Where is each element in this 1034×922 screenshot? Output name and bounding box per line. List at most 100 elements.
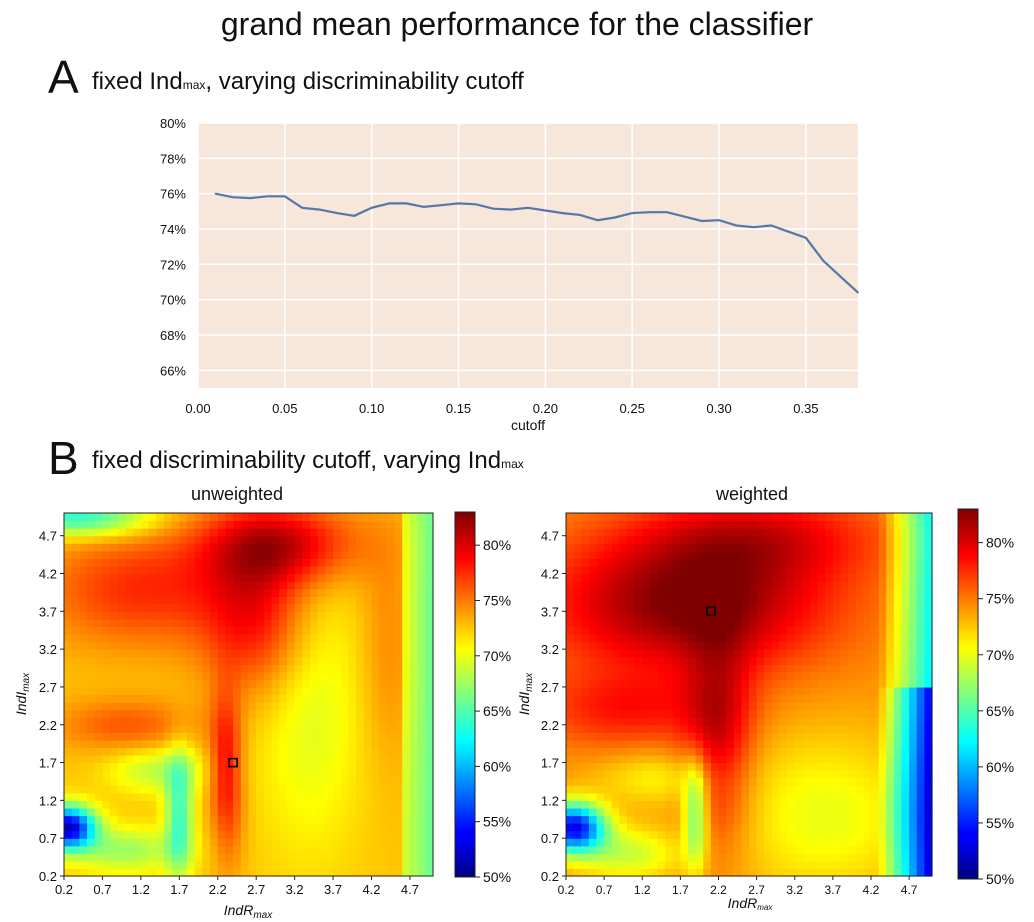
heatmap-cell bbox=[310, 770, 319, 779]
heatmap-cell bbox=[832, 588, 842, 597]
heatmap-cell bbox=[909, 747, 918, 756]
heatmap-cell bbox=[596, 634, 605, 643]
heatmap-cell bbox=[79, 664, 88, 673]
heatmap-cell bbox=[102, 747, 111, 756]
heatmap-cell bbox=[657, 535, 666, 544]
heatmap-cell bbox=[893, 868, 903, 877]
heatmap-cell bbox=[171, 785, 180, 794]
line-point bbox=[509, 208, 512, 211]
heatmap-cell bbox=[409, 807, 419, 817]
heatmap-cell bbox=[225, 558, 234, 567]
heatmap-cell bbox=[117, 702, 127, 711]
heatmap-cell bbox=[417, 686, 426, 696]
heatmap-cell bbox=[279, 815, 288, 824]
heatmap-cell bbox=[371, 724, 380, 733]
heatmap-cell bbox=[340, 543, 350, 552]
heatmap-cell bbox=[733, 535, 742, 544]
heatmap-cell bbox=[64, 702, 73, 711]
heatmap-cell bbox=[741, 860, 750, 870]
heatmap-cell bbox=[340, 800, 350, 809]
heatmap-cell bbox=[886, 807, 895, 817]
heatmap-cell bbox=[409, 853, 419, 862]
heatmap-cell bbox=[604, 838, 613, 847]
heatmap-cell bbox=[596, 800, 605, 809]
heatmap-cell bbox=[348, 679, 357, 688]
heatmap-cell bbox=[233, 770, 242, 779]
heatmap-cell bbox=[581, 853, 590, 862]
heatmap-cell bbox=[726, 618, 735, 628]
heatmap-cell bbox=[817, 686, 826, 696]
heatmap-cell bbox=[817, 762, 826, 771]
heatmap-cell bbox=[271, 618, 280, 628]
heatmap-cell bbox=[672, 565, 681, 575]
heatmap-cell bbox=[566, 777, 575, 786]
heatmap-cell bbox=[325, 664, 334, 673]
heatmap-cell bbox=[286, 694, 296, 703]
heatmap-cell bbox=[802, 656, 811, 665]
heatmap-cell bbox=[279, 792, 288, 801]
heatmap-cell bbox=[248, 641, 257, 650]
heatmap-cell bbox=[140, 664, 150, 673]
heatmap-cell bbox=[726, 770, 735, 779]
heatmap-cell bbox=[832, 739, 842, 749]
heatmap-cell bbox=[310, 558, 319, 567]
heatmap-cell bbox=[840, 656, 849, 665]
heatmap-cell bbox=[657, 807, 666, 817]
heatmap-cell bbox=[756, 739, 765, 749]
heatmap-cell bbox=[787, 777, 796, 786]
heatmap-cell bbox=[379, 770, 388, 779]
heatmap-cell bbox=[688, 860, 697, 870]
heatmap-cell bbox=[179, 686, 188, 696]
heatmap-cell bbox=[140, 626, 150, 635]
heatmap-cell bbox=[588, 543, 598, 552]
heatmap-cell bbox=[771, 603, 781, 612]
heatmap-unweighted-title: unweighted bbox=[191, 484, 283, 504]
heatmap-cell bbox=[787, 807, 796, 817]
heatmap-cell bbox=[642, 823, 651, 832]
heatmap-cell bbox=[163, 671, 173, 680]
heatmap-cell bbox=[310, 626, 319, 635]
heatmap-cell bbox=[695, 626, 704, 635]
heatmap-cell bbox=[179, 535, 188, 544]
heatmap-cell bbox=[619, 755, 628, 764]
heatmap-cell bbox=[371, 800, 380, 809]
heatmap-cell bbox=[394, 528, 403, 537]
heatmap-cell bbox=[102, 724, 111, 733]
heatmap-cell bbox=[596, 777, 605, 786]
heatmap-cell bbox=[848, 747, 857, 756]
heatmap-cell bbox=[718, 618, 727, 628]
heatmap-cell bbox=[271, 709, 280, 718]
heatmap-cell bbox=[133, 664, 142, 673]
heatmap-cell bbox=[871, 528, 880, 537]
heatmap-cell bbox=[672, 732, 681, 741]
heatmap-cell bbox=[210, 800, 219, 809]
heatmap-cell bbox=[310, 565, 319, 575]
heatmap-cell bbox=[294, 800, 303, 809]
heatmap-cell bbox=[102, 565, 111, 575]
heatmap-cell bbox=[87, 664, 96, 673]
panel-a-title: fixed Indmax, varying discriminability c… bbox=[92, 68, 524, 95]
heatmap-cell bbox=[379, 724, 388, 733]
heatmap-cell bbox=[356, 747, 365, 756]
heatmap-cell bbox=[832, 868, 842, 877]
heatmap-weighted-cells bbox=[566, 513, 933, 877]
heatmap-cell bbox=[718, 702, 727, 711]
heatmap-cell bbox=[604, 596, 613, 605]
heatmap-cell bbox=[863, 558, 872, 567]
heatmap-cell bbox=[909, 785, 918, 794]
heatmap-cell bbox=[878, 634, 887, 643]
heatmap-cell bbox=[764, 686, 773, 696]
heatmap-cell bbox=[855, 853, 864, 862]
heatmap-cell bbox=[163, 565, 173, 575]
colorbar-tick-label: 50% bbox=[483, 869, 511, 885]
heatmap-cell bbox=[148, 656, 157, 665]
heatmap-cell bbox=[163, 581, 173, 590]
heatmap-cell bbox=[649, 807, 659, 817]
heatmap-cell bbox=[718, 520, 727, 529]
heatmap-cell bbox=[817, 626, 826, 635]
heatmap-cell bbox=[596, 656, 605, 665]
heatmap-cell bbox=[764, 724, 773, 733]
y-tick-label: 0.2 bbox=[541, 869, 559, 884]
heatmap-cell bbox=[240, 611, 250, 620]
heatmap-cell bbox=[604, 611, 613, 620]
